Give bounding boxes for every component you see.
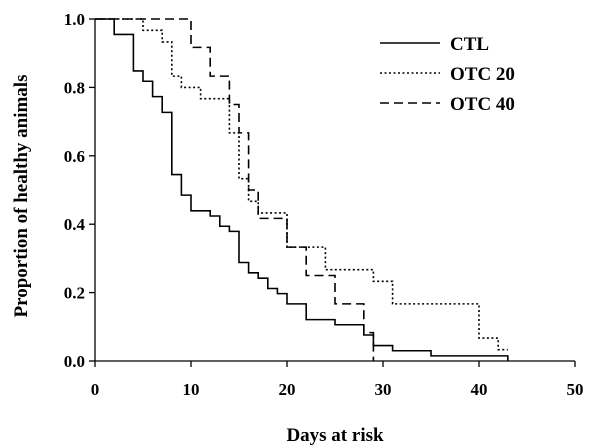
series-layer xyxy=(95,18,509,361)
x-tick-label: 0 xyxy=(91,380,100,399)
legend: CTL OTC 20 OTC 40 xyxy=(380,34,515,115)
legend-label-ctl: CTL xyxy=(450,34,489,55)
series-line-ctl xyxy=(95,18,509,361)
series-line-otc-20 xyxy=(95,18,508,351)
x-axis-title: Days at risk xyxy=(286,425,384,446)
y-tick-label: 0.4 xyxy=(64,215,86,234)
y-axis-title: Proportion of healthy animals xyxy=(11,75,32,318)
y-tick-label: 0.0 xyxy=(64,352,85,371)
x-tick-label: 40 xyxy=(471,380,488,399)
y-tick-label: 0.2 xyxy=(64,284,85,303)
legend-label-otc-20: OTC 20 xyxy=(450,64,515,85)
x-tick-label: 10 xyxy=(183,380,200,399)
series-line-otc-40 xyxy=(95,18,375,361)
y-tick-label: 0.6 xyxy=(64,147,85,166)
x-tick-label: 30 xyxy=(375,380,392,399)
x-tick-label: 50 xyxy=(567,380,584,399)
y-tick-label: 0.8 xyxy=(64,78,85,97)
axes: 0 10 20 30 40 50 0.0 0.2 0.4 0.6 0.8 1.0 xyxy=(64,10,584,399)
legend-label-otc-40: OTC 40 xyxy=(450,94,515,115)
y-tick-label: 1.0 xyxy=(64,10,85,29)
x-tick-label: 20 xyxy=(279,380,296,399)
